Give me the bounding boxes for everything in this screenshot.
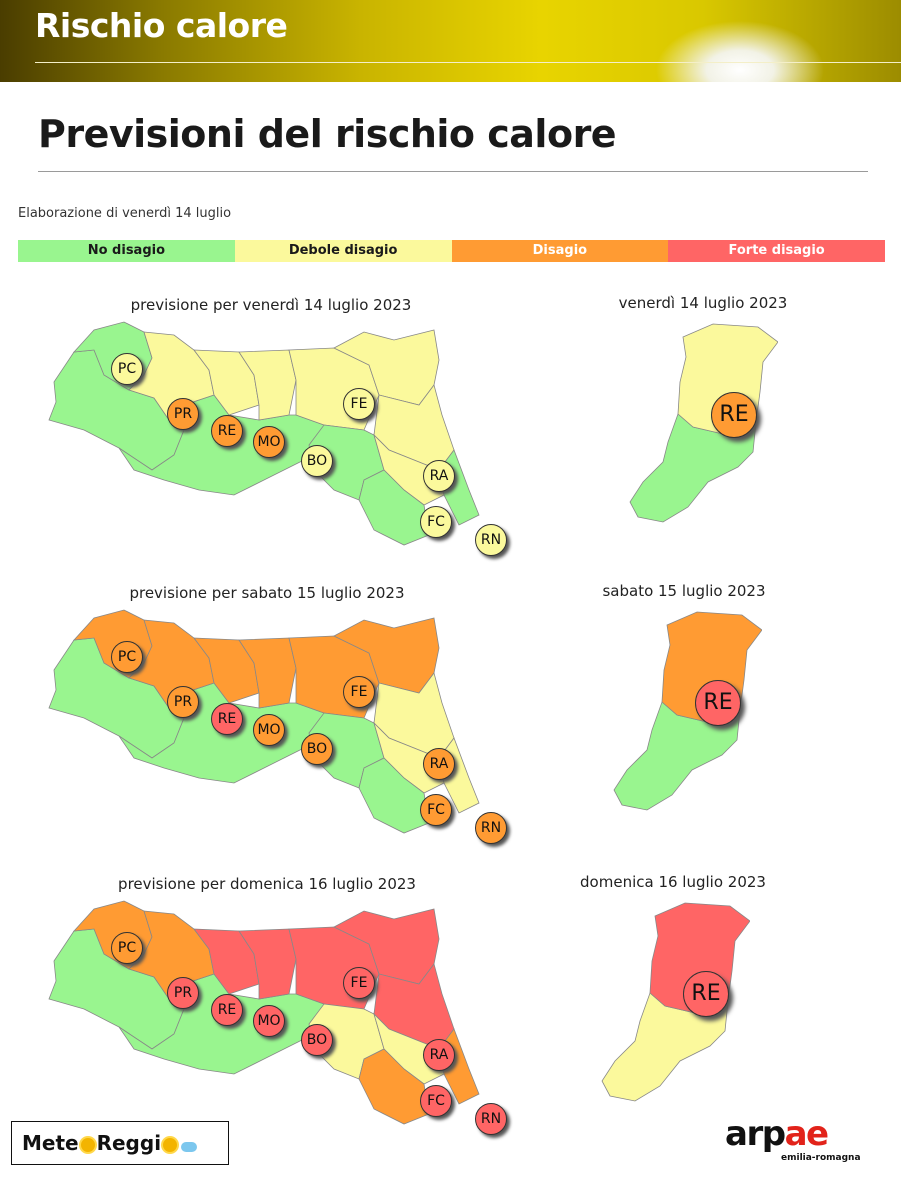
badge-mo: MO xyxy=(253,714,285,746)
badge-fc: FC xyxy=(420,1085,452,1117)
map-area-fc-hill xyxy=(358,1048,430,1125)
province-forecast-title: venerdì 14 luglio 2023 xyxy=(618,294,788,312)
map-area-fc-hill xyxy=(358,757,430,834)
badge-pr: PR xyxy=(167,686,199,718)
province-forecast-title: sabato 15 luglio 2023 xyxy=(602,582,766,600)
meteo-reggio-text: Mete Reggi xyxy=(22,1131,198,1155)
meteo-reggio-logo: Mete Reggi xyxy=(11,1121,229,1165)
province-forecast-title: domenica 16 luglio 2023 xyxy=(580,873,766,891)
province-map-svg xyxy=(601,902,751,1102)
badge-fe: FE xyxy=(343,676,375,708)
arpae-logo: arpae emilia-romagna xyxy=(725,1114,861,1163)
region-map: PC PR RE MO BO FE RA FC RN xyxy=(34,608,507,844)
header-banner: Rischio calore xyxy=(0,0,901,82)
region-map: PC PR RE MO BO FE RA FC RN xyxy=(34,899,507,1135)
badge-rn: RN xyxy=(475,812,507,844)
legend-forte-disagio: Forte disagio xyxy=(668,240,885,262)
cloud-icon xyxy=(181,1141,198,1152)
legend-disagio: Disagio xyxy=(451,240,669,262)
badge-ra: RA xyxy=(423,460,455,492)
elaboration-date: Elaborazione di venerdì 14 luglio xyxy=(18,206,232,221)
region-forecast-title: previsione per domenica 16 luglio 2023 xyxy=(118,875,416,893)
province-map: RE xyxy=(628,322,779,532)
risk-legend: No disagio Debole disagio Disagio Forte … xyxy=(18,240,885,262)
legend-debole-disagio: Debole disagio xyxy=(234,240,452,262)
badge-re: RE xyxy=(711,392,757,438)
badge-pc: PC xyxy=(111,932,143,964)
badge-ra: RA xyxy=(423,1039,455,1071)
map-area-fe xyxy=(333,617,440,694)
meteo-text-part1: Mete xyxy=(22,1131,79,1155)
legend-no-disagio: No disagio xyxy=(18,240,235,262)
badge-fe: FE xyxy=(343,967,375,999)
province-map: RE xyxy=(600,901,751,1111)
province-map: RE xyxy=(612,610,763,820)
badge-ra: RA xyxy=(423,748,455,780)
badge-fc: FC xyxy=(420,794,452,826)
badge-rn: RN xyxy=(475,524,507,556)
banner-title: Rischio calore xyxy=(35,6,288,45)
province-map-svg xyxy=(629,323,779,523)
region-forecast-title: previsione per venerdì 14 luglio 2023 xyxy=(130,296,412,314)
sun-icon xyxy=(80,1137,95,1152)
badge-mo: MO xyxy=(253,426,285,458)
badge-pc: PC xyxy=(111,641,143,673)
arpae-wordmark-black: arp xyxy=(725,1114,786,1154)
badge-bo: BO xyxy=(301,733,333,765)
badge-re: RE xyxy=(211,703,243,735)
badge-bo: BO xyxy=(301,1024,333,1056)
badge-bo: BO xyxy=(301,445,333,477)
region-forecast-title: previsione per sabato 15 luglio 2023 xyxy=(129,584,405,602)
map-area-fc-hill xyxy=(358,469,430,546)
sun-icon xyxy=(163,1137,178,1152)
province-map-svg xyxy=(613,611,763,811)
badge-re: RE xyxy=(211,994,243,1026)
badge-re: RE xyxy=(695,680,741,726)
badge-pr: PR xyxy=(167,977,199,1009)
meteo-text-part2: Reggi xyxy=(96,1131,162,1155)
page-title: Previsioni del rischio calore xyxy=(38,112,617,156)
arpae-wordmark: arpae xyxy=(725,1114,830,1154)
map-area-fe xyxy=(333,908,440,985)
badge-pr: PR xyxy=(167,398,199,430)
region-map: PC PR RE MO BO FE RA FC RN xyxy=(34,320,507,556)
badge-mo: MO xyxy=(253,1005,285,1037)
arpae-subtitle: emilia-romagna xyxy=(781,1153,861,1163)
arpae-wordmark-red: ae xyxy=(784,1114,830,1154)
badge-re: RE xyxy=(683,971,729,1017)
badge-pc: PC xyxy=(111,353,143,385)
badge-re: RE xyxy=(211,415,243,447)
badge-fe: FE xyxy=(343,388,375,420)
badge-rn: RN xyxy=(475,1103,507,1135)
title-divider xyxy=(38,171,868,172)
map-area-fe xyxy=(333,329,440,406)
banner-divider xyxy=(35,62,901,63)
badge-fc: FC xyxy=(420,506,452,538)
